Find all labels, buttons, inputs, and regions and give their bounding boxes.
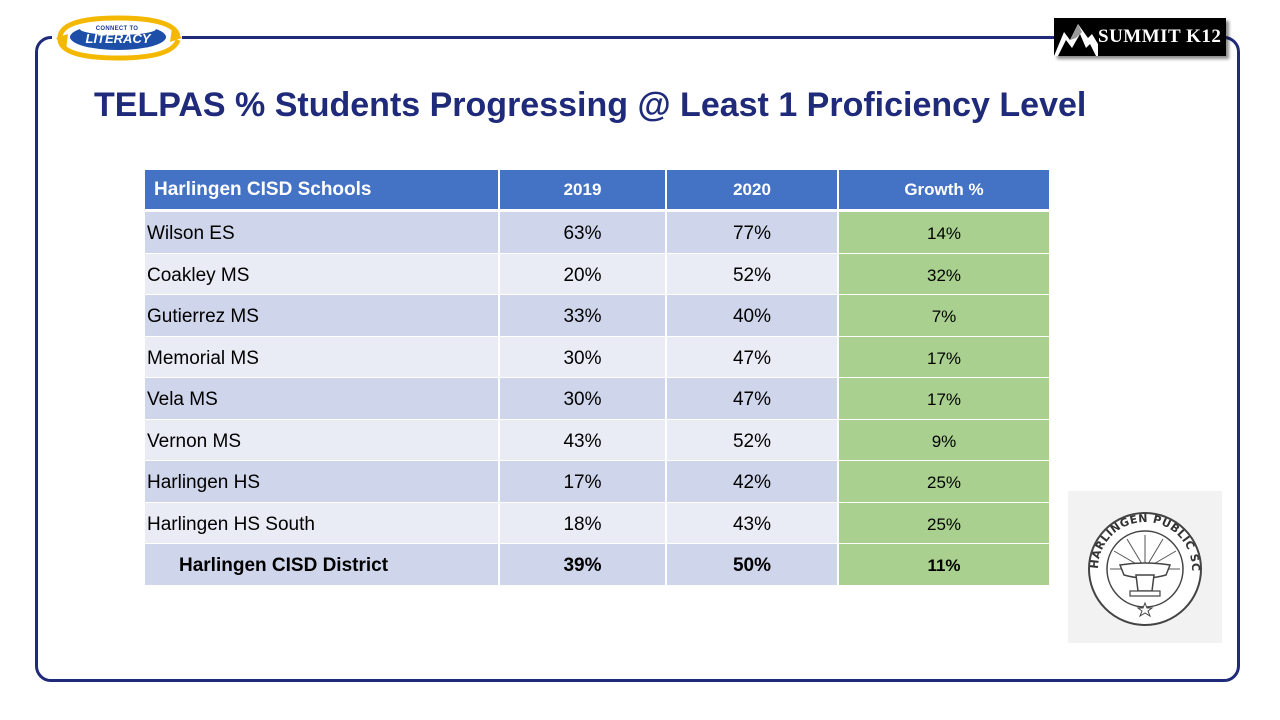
value-growth: 25% <box>839 502 1051 544</box>
value-growth: 25% <box>839 461 1051 503</box>
value-2019: 30% <box>500 378 667 420</box>
total-2019: 39% <box>500 544 667 586</box>
value-growth: 14% <box>839 212 1051 254</box>
total-growth: 11% <box>839 544 1051 586</box>
header-school: Harlingen CISD Schools <box>145 170 500 212</box>
value-2019: 33% <box>500 295 667 337</box>
header-growth: Growth % <box>839 170 1051 212</box>
logo-main-text: LITERACY <box>85 31 151 46</box>
school-name: Wilson ES <box>145 212 500 254</box>
table-row: Coakley MS 20% 52% 32% <box>145 253 1051 295</box>
school-name: Coakley MS <box>145 253 500 295</box>
logo-top-text: CONNECT TO <box>95 26 139 32</box>
school-name: Vela MS <box>145 378 500 420</box>
value-growth: 9% <box>839 419 1051 461</box>
school-name: Harlingen HS South <box>145 502 500 544</box>
value-2019: 43% <box>500 419 667 461</box>
value-2019: 30% <box>500 336 667 378</box>
table-row: Vela MS 30% 47% 17% <box>145 378 1051 420</box>
summit-logo-text: SUMMIT K12 <box>1098 26 1222 47</box>
table-total-row: Harlingen CISD District 39% 50% 11% <box>145 544 1051 586</box>
connect-to-literacy-logo: CONNECT TO LITERACY <box>52 12 182 62</box>
value-2020: 52% <box>667 253 839 295</box>
school-name: Vernon MS <box>145 419 500 461</box>
value-2019: 17% <box>500 461 667 503</box>
value-2020: 40% <box>667 295 839 337</box>
table-row: Vernon MS 43% 52% 9% <box>145 419 1051 461</box>
value-growth: 32% <box>839 253 1051 295</box>
slide-frame <box>35 36 1240 682</box>
summit-k12-logo: SUMMIT K12 <box>1054 18 1226 56</box>
value-2020: 43% <box>667 502 839 544</box>
district-name: Harlingen CISD District <box>145 544 500 586</box>
value-2019: 18% <box>500 502 667 544</box>
school-name: Memorial MS <box>145 336 500 378</box>
value-growth: 17% <box>839 378 1051 420</box>
table-header-row: Harlingen CISD Schools 2019 2020 Growth … <box>145 170 1051 212</box>
school-name: Harlingen HS <box>145 461 500 503</box>
school-name: Gutierrez MS <box>145 295 500 337</box>
value-2019: 63% <box>500 212 667 254</box>
header-2019: 2019 <box>500 170 667 212</box>
value-2020: 77% <box>667 212 839 254</box>
value-2019: 20% <box>500 253 667 295</box>
value-growth: 7% <box>839 295 1051 337</box>
table-row: Harlingen HS 17% 42% 25% <box>145 461 1051 503</box>
value-2020: 47% <box>667 378 839 420</box>
results-table: Harlingen CISD Schools 2019 2020 Growth … <box>145 170 1051 586</box>
total-2020: 50% <box>667 544 839 586</box>
value-growth: 17% <box>839 336 1051 378</box>
value-2020: 47% <box>667 336 839 378</box>
harlingen-public-schools-seal: HARLINGEN PUBLIC SCHOOLS <box>1063 481 1222 643</box>
table-row: Harlingen HS South 18% 43% 25% <box>145 502 1051 544</box>
table-row: Memorial MS 30% 47% 17% <box>145 336 1051 378</box>
value-2020: 42% <box>667 461 839 503</box>
value-2020: 52% <box>667 419 839 461</box>
slide-title: TELPAS % Students Progressing @ Least 1 … <box>94 86 1087 124</box>
header-2020: 2020 <box>667 170 839 212</box>
table-row: Gutierrez MS 33% 40% 7% <box>145 295 1051 337</box>
table-row: Wilson ES 63% 77% 14% <box>145 212 1051 254</box>
